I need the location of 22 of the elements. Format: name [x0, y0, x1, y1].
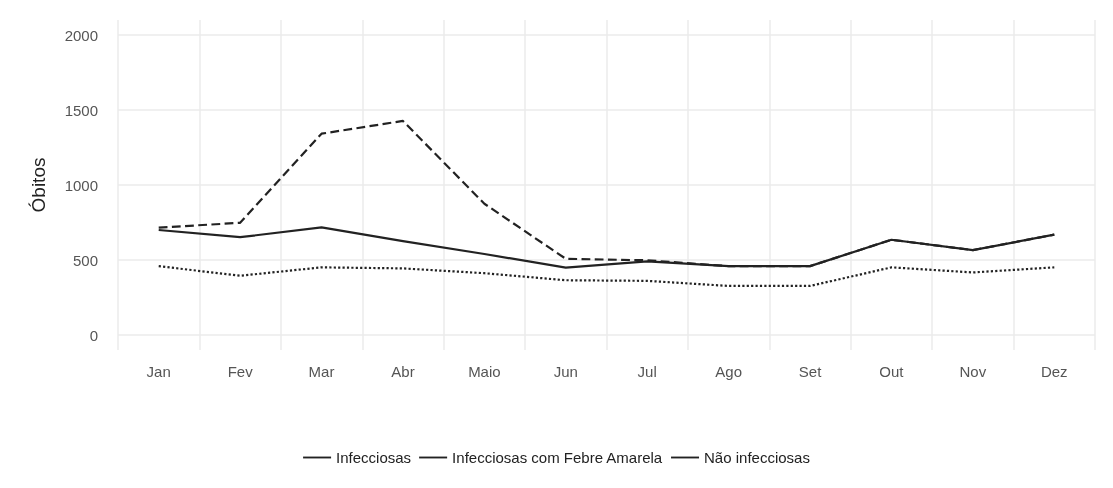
y-tick-label: 1000 — [64, 176, 98, 194]
y-tick-label: 2000 — [64, 26, 98, 44]
x-tick-label: Jan — [146, 363, 171, 380]
x-tick-label: Mar — [308, 363, 335, 380]
x-tick-label: Jun — [553, 363, 578, 380]
y-tick-label: 500 — [72, 251, 98, 269]
y-tick-label: 0 — [89, 326, 98, 344]
x-tick-label: Set — [798, 363, 823, 380]
x-tick-label: Dez — [1040, 363, 1068, 380]
x-tick-label: Maio — [468, 363, 501, 380]
x-tick-label: Out — [879, 363, 905, 380]
x-tick-label: Nov — [959, 363, 987, 380]
y-axis-title: Óbitos — [28, 157, 49, 213]
x-tick-label: Jul — [637, 363, 657, 380]
x-tick-label: Abr — [391, 363, 415, 380]
y-tick-label: 1500 — [64, 101, 98, 119]
legend-label: Infecciosas com Febre Amarela — [452, 449, 663, 466]
x-tick-label: Fev — [227, 363, 254, 380]
line-series — [157, 265, 1056, 288]
x-tick-label: Ago — [715, 363, 742, 380]
legend-label: Infecciosas — [336, 449, 412, 466]
legend-label: Não infecciosas — [704, 449, 810, 466]
